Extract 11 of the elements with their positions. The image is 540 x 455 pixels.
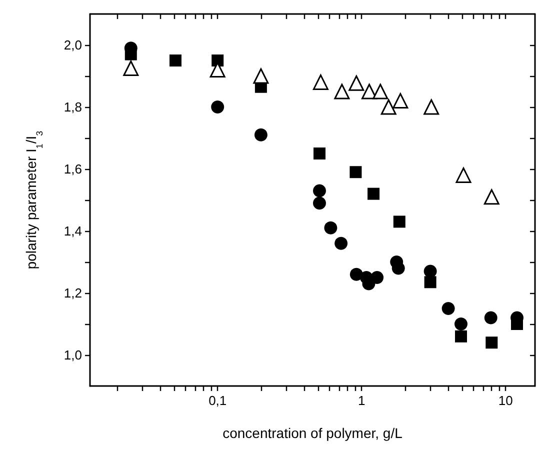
y-tick-label: 1,4: [64, 224, 82, 238]
y-tick-label: 1,2: [64, 286, 82, 300]
y-tick-label: 1,0: [64, 348, 82, 362]
x-axis-title: concentration of polymer, g/L: [222, 425, 403, 441]
y-tick-label: 1,8: [64, 100, 82, 114]
x-tick-label: 1: [358, 393, 366, 408]
y-axis-title: polarity parameter I1/I3: [23, 130, 44, 270]
x-tick-label: 0,1: [208, 393, 227, 408]
y-tick-label: 1,6: [64, 162, 82, 176]
y-tick-label: 2,0: [64, 38, 82, 52]
x-tick-label: 10: [498, 393, 513, 408]
